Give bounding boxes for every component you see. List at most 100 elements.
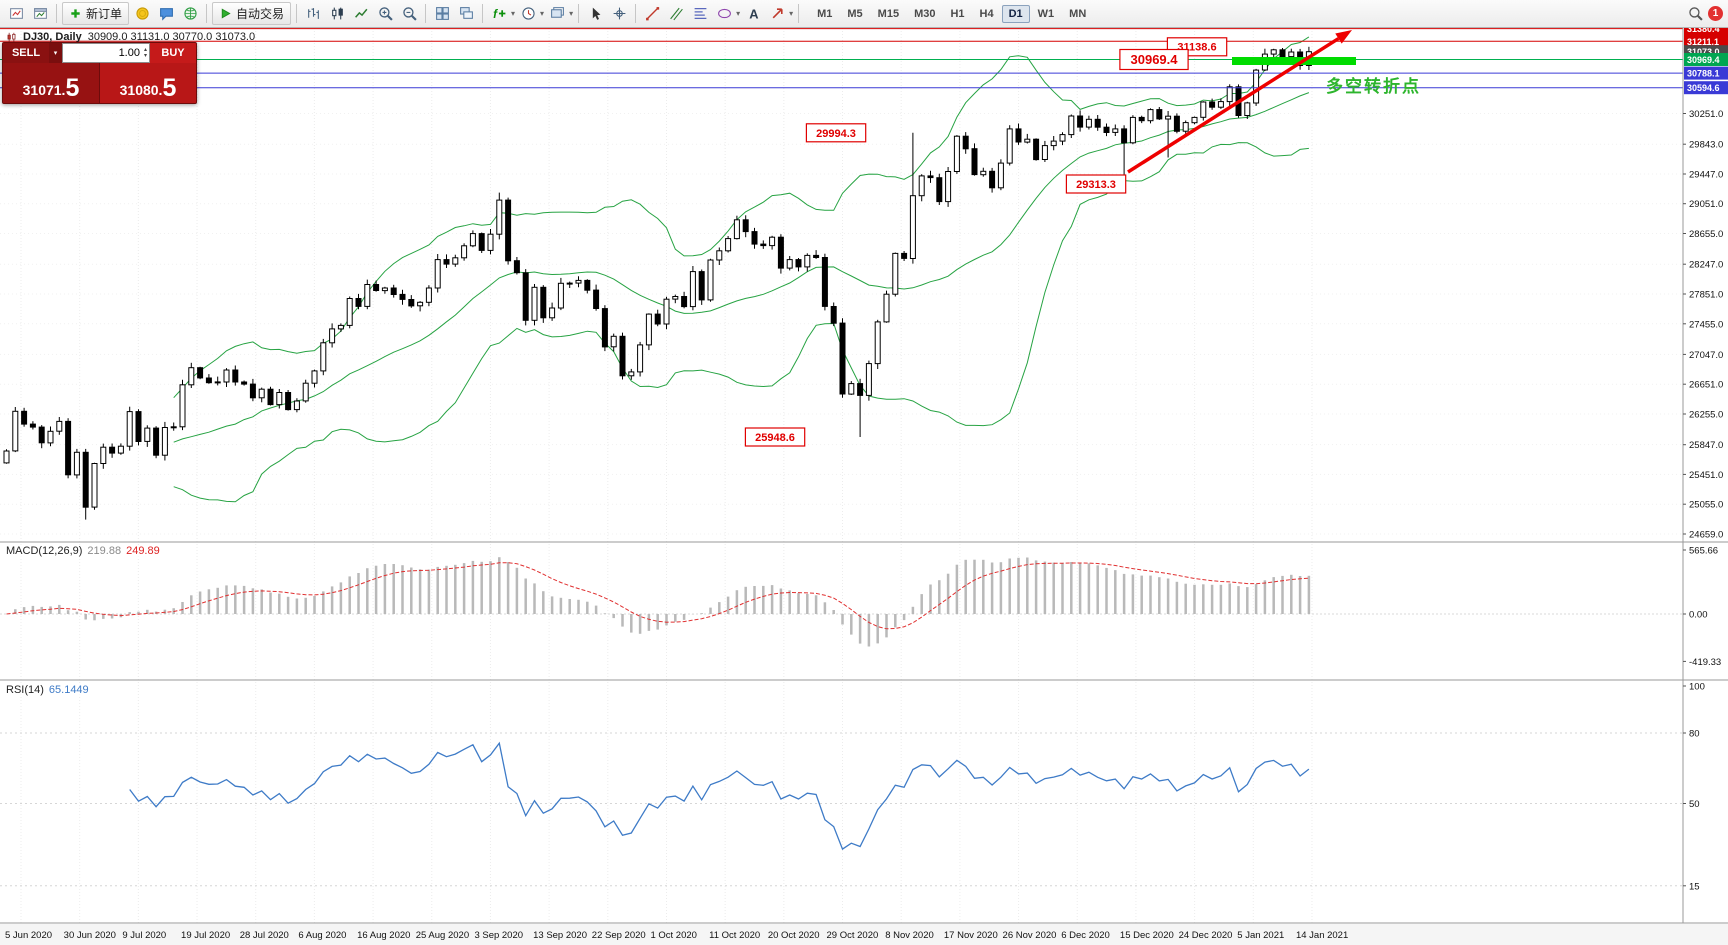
level-lines[interactable] bbox=[0, 28, 1683, 89]
symbol-icon bbox=[7, 32, 16, 42]
fibonacci-icon[interactable] bbox=[689, 3, 711, 25]
timeframe-button-d1[interactable]: D1 bbox=[1001, 4, 1030, 23]
volume-up-icon[interactable]: ▴ bbox=[143, 47, 147, 53]
price-annotation-label[interactable]: 29994.3 bbox=[805, 123, 867, 143]
svg-text:29447.0: 29447.0 bbox=[1689, 170, 1723, 181]
chart-area[interactable]: 31138.630969.429994.329313.325948.6多空转折点… bbox=[0, 28, 1728, 945]
trend-arrow[interactable] bbox=[1127, 37, 1340, 174]
svg-text:31380.4: 31380.4 bbox=[1687, 28, 1720, 34]
chart-window-icon[interactable] bbox=[5, 3, 27, 25]
timeframe-button-h1[interactable]: H1 bbox=[950, 7, 965, 20]
chart-title: DJ30, Daily 30909.0 31131.0 30770.0 3107… bbox=[6, 31, 255, 43]
price-annotation-label[interactable]: 30969.4 bbox=[1119, 48, 1189, 71]
svg-text:0.00: 0.00 bbox=[1689, 610, 1708, 621]
deposit-icon[interactable] bbox=[131, 3, 153, 25]
svg-text:-419.33: -419.33 bbox=[1689, 657, 1721, 668]
ask-price[interactable]: 31080. 5 bbox=[99, 63, 196, 103]
svg-text:26255.0: 26255.0 bbox=[1689, 410, 1723, 421]
time-axis-label: 28 Jul 2020 bbox=[240, 930, 289, 941]
macd-indicator-label: MACD(12,26,9) 219.88 249.89 bbox=[4, 545, 162, 557]
timeframe-button-m30[interactable]: M30 bbox=[914, 7, 936, 20]
ask-big-digit: 5 bbox=[162, 74, 177, 102]
price-tag bbox=[1684, 53, 1728, 66]
panel-separators bbox=[0, 28, 1728, 924]
rsi-name: RSI(14) bbox=[6, 684, 44, 696]
new-order-button[interactable]: 新订单 bbox=[62, 2, 130, 25]
toolbar-separator bbox=[425, 4, 427, 23]
shapes-icon[interactable] bbox=[713, 3, 735, 25]
autotrading-label: 自动交易 bbox=[236, 7, 285, 21]
shapes-dropdown-icon[interactable]: ▾ bbox=[736, 9, 741, 18]
price-annotation-label[interactable]: 29313.3 bbox=[1065, 174, 1127, 194]
cascade-windows-icon[interactable] bbox=[455, 3, 477, 25]
time-axis[interactable]: 5 Jun 2020 30 Jun 2020 9 Jul 2020 19 Jul 20… bbox=[0, 924, 1728, 945]
rsi-indicator-label: RSI(14) 65.1449 bbox=[4, 684, 91, 696]
timeframe-button-mn[interactable]: MN bbox=[1069, 7, 1087, 20]
sell-button[interactable]: SELL bbox=[3, 43, 49, 63]
time-axis-label: 25 Aug 2020 bbox=[416, 930, 469, 941]
autotrading-button[interactable]: 自动交易 bbox=[212, 2, 292, 25]
notification-badge[interactable]: 1 bbox=[1708, 6, 1723, 21]
rsi-value: 65.1449 bbox=[48, 684, 89, 696]
candlestick-chart-icon[interactable] bbox=[326, 3, 348, 25]
market-icon[interactable] bbox=[179, 3, 201, 25]
bid-price[interactable]: 31071. 5 bbox=[3, 63, 99, 103]
chinese-note-text[interactable]: 多空转折点 bbox=[1326, 76, 1421, 96]
search-icon[interactable] bbox=[1684, 3, 1706, 25]
volume-down-icon[interactable]: ▾ bbox=[143, 53, 147, 59]
indicators-icon[interactable]: f bbox=[488, 3, 510, 25]
green-level-bar[interactable] bbox=[1232, 57, 1356, 65]
time-axis-label: 11 Oct 2020 bbox=[709, 930, 760, 941]
toolbar-separator bbox=[56, 4, 57, 23]
svg-text:25451.0: 25451.0 bbox=[1689, 470, 1723, 481]
price-annotation-label[interactable]: 25948.6 bbox=[744, 427, 806, 447]
chart-list-icon[interactable] bbox=[29, 3, 51, 25]
tile-windows-icon[interactable] bbox=[431, 3, 453, 25]
timeframe-button-h4[interactable]: H4 bbox=[979, 7, 994, 20]
templates-icon[interactable] bbox=[546, 3, 568, 25]
price-scale[interactable]: 30251.0 29843.0 29447.0 29051.0 28655.0 28247… bbox=[1683, 28, 1728, 892]
svg-text:565.66: 565.66 bbox=[1689, 546, 1718, 557]
toolbar-separator bbox=[296, 4, 298, 23]
order-type-dropdown-icon[interactable]: ▾ bbox=[49, 43, 62, 63]
svg-text:80: 80 bbox=[1689, 729, 1700, 740]
zoom-out-icon[interactable] bbox=[398, 3, 420, 25]
svg-text:26651.0: 26651.0 bbox=[1689, 380, 1723, 391]
macd-plot bbox=[0, 557, 1683, 647]
svg-text:30594.6: 30594.6 bbox=[1687, 83, 1720, 93]
indicators-dropdown-icon[interactable]: ▾ bbox=[511, 9, 516, 18]
arrows-icon[interactable] bbox=[766, 3, 788, 25]
timeframe-button-w1[interactable]: W1 bbox=[1037, 7, 1055, 20]
svg-text:29051.0: 29051.0 bbox=[1689, 199, 1723, 210]
svg-text:30969.4: 30969.4 bbox=[1687, 55, 1720, 65]
line-chart-icon[interactable] bbox=[350, 3, 372, 25]
svg-text:100: 100 bbox=[1689, 682, 1705, 693]
channel-icon[interactable] bbox=[665, 3, 687, 25]
crosshair-icon[interactable] bbox=[608, 3, 630, 25]
ohlc-values: 30909.0 31131.0 30770.0 31073.0 bbox=[87, 31, 256, 43]
time-axis-label: 8 Nov 2020 bbox=[885, 930, 934, 941]
svg-text:50: 50 bbox=[1689, 799, 1700, 810]
volume-input[interactable] bbox=[63, 47, 142, 59]
arrows-dropdown-icon[interactable]: ▾ bbox=[789, 9, 794, 18]
cursor-icon[interactable] bbox=[584, 3, 606, 25]
time-axis-label: 26 Nov 2020 bbox=[1003, 930, 1057, 941]
timeframe-button-m15[interactable]: M15 bbox=[877, 7, 900, 20]
time-axis-label: 17 Nov 2020 bbox=[944, 930, 998, 941]
templates-dropdown-icon[interactable]: ▾ bbox=[569, 9, 574, 18]
timeframe-button-m5[interactable]: M5 bbox=[847, 7, 863, 20]
bar-chart-icon[interactable] bbox=[302, 3, 324, 25]
text-label-icon[interactable]: A bbox=[742, 3, 764, 25]
periods-icon[interactable] bbox=[517, 3, 539, 25]
chat-icon[interactable] bbox=[155, 3, 177, 25]
periods-dropdown-icon[interactable]: ▾ bbox=[540, 9, 545, 18]
toolbar-separator bbox=[578, 4, 580, 23]
svg-text:24659.0: 24659.0 bbox=[1689, 530, 1723, 541]
buy-button[interactable]: BUY bbox=[150, 43, 196, 63]
toolbar-separator bbox=[206, 4, 208, 23]
trendline-icon[interactable] bbox=[641, 3, 663, 25]
candles-layer bbox=[3, 46, 1312, 520]
zoom-in-icon[interactable] bbox=[374, 3, 396, 25]
timeframe-button-m1[interactable]: M1 bbox=[817, 7, 833, 20]
bollinger-bands bbox=[173, 36, 1310, 503]
